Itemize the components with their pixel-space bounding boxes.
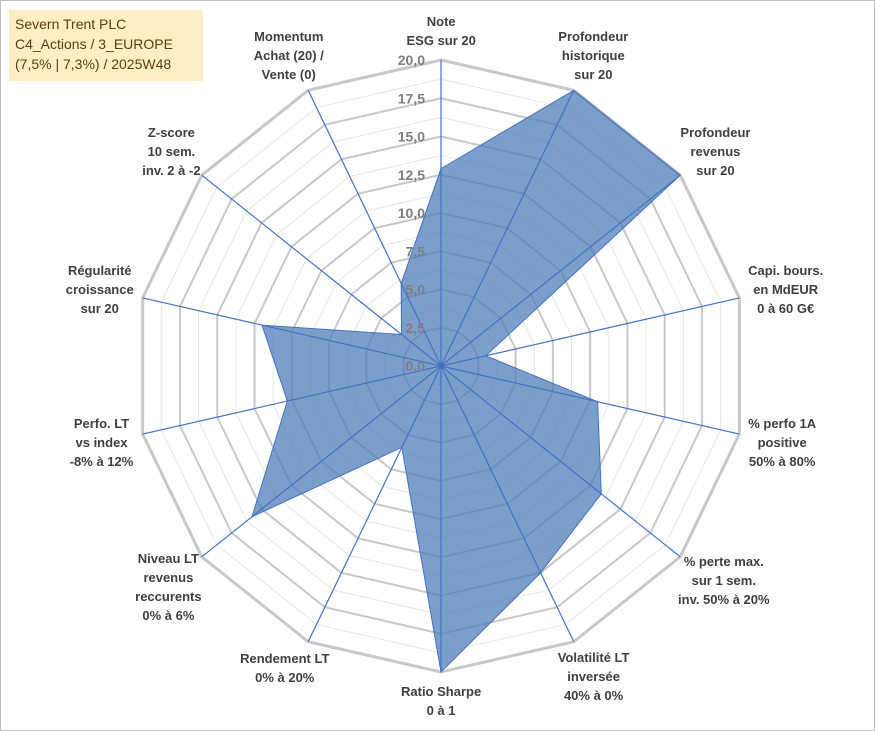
axis-label-line: en MdEUR: [753, 281, 819, 297]
axis-label-line: vs index: [75, 435, 128, 451]
axis-label-line: croissance: [65, 281, 134, 297]
axis-label: Momentum Achat (20) / Vente (0): [254, 27, 324, 84]
axis-label-line: Ratio Sharpe: [401, 684, 482, 699]
axis-label: Perfo. LT vs index -8% à 12%: [70, 414, 134, 471]
tick-label: 12,5: [398, 167, 425, 183]
axis-label-line: Z-score: [147, 124, 195, 140]
axis-label: Volatilité LT inversée 40% à 0%: [558, 648, 630, 705]
tick-label: 2,5: [406, 320, 426, 336]
axis-spoke: [440, 365, 575, 642]
tick-label: 20,0: [398, 52, 425, 68]
axis-label-line: Note: [426, 14, 456, 29]
axis-spokes: [142, 60, 740, 672]
axis-label: Profondeur historique sur 20: [558, 27, 628, 84]
tick-label: 7,5: [406, 243, 426, 259]
axis-label-line: 50% à 80%: [748, 454, 816, 470]
axis-spoke: [142, 365, 442, 435]
axis-label-line: 0 à 60 G€: [757, 300, 815, 316]
axis-label: Ratio Sharpe 0 à 1: [401, 682, 481, 720]
info-line-category: C4_Actions / 3_EUROPE: [15, 36, 173, 52]
axis-spoke: [201, 365, 442, 558]
axis-label-line: Vente (0): [261, 67, 316, 83]
axis-label-line: Capi. bours.: [748, 262, 824, 278]
axis-label: Capi. bours. en MdEUR 0 à 60 G€: [748, 261, 823, 318]
axis-label: Note ESG sur 20: [407, 12, 476, 50]
tick-label: 0,0: [406, 358, 426, 374]
axis-label-line: inv. 2 à -2: [142, 162, 201, 178]
axis-label: Profondeur revenus sur 20: [680, 123, 750, 180]
tick-labels: 0,0 2,5 5,0 7,5 10,0 12,5 15,0 17,5 20,0: [398, 52, 425, 374]
axis-label-line: ESG sur 20: [406, 33, 476, 48]
axis-label-line: Volatilité LT: [557, 649, 630, 665]
axis-spoke: [201, 174, 442, 367]
axis-label-line: inversée: [567, 668, 620, 684]
tick-label: 17,5: [398, 90, 425, 106]
axis-spoke: [440, 90, 575, 367]
axis-spoke: [307, 365, 442, 642]
info-box: Severn Trent PLC C4_Actions / 3_EUROPE (…: [9, 10, 203, 81]
axis-label: % perte max. sur 1 sem. inv. 50% à 20%: [678, 552, 770, 609]
tick-label: 10,0: [398, 205, 425, 221]
axis-spoke: [440, 365, 681, 558]
axis-label-line: Régularité: [67, 262, 132, 278]
info-line-company: Severn Trent PLC: [15, 16, 127, 32]
axis-label-line: Momentum: [254, 29, 324, 45]
axis-label: Z-score 10 sem. inv. 2 à -2: [142, 123, 200, 180]
axis-spoke: [440, 365, 740, 435]
axis-spoke: [440, 297, 740, 367]
axis-label-line: Perfo. LT: [73, 416, 130, 432]
axis-label-line: 40% à 0%: [563, 687, 624, 703]
axis-label-line: Profondeur: [558, 29, 629, 45]
axis-label-line: sur 1 sem.: [691, 573, 756, 589]
axis-label-line: positive: [757, 435, 807, 451]
axis-label-line: sur 20: [574, 67, 613, 83]
axis-label-line: sur 20: [80, 300, 119, 316]
axis-label-line: historique: [561, 48, 625, 64]
axis-label-line: 0% à 6%: [142, 607, 195, 623]
axis-label-line: Niveau LT: [137, 550, 199, 566]
axis-label-line: inv. 50% à 20%: [678, 592, 770, 608]
tick-label: 5,0: [406, 282, 426, 298]
axis-label-line: Profondeur: [680, 124, 751, 140]
axis-label-line: reccurents: [135, 588, 202, 604]
axis-spoke: [142, 297, 442, 367]
axis-label-line: % perte max.: [683, 554, 764, 570]
axis-spoke: [440, 174, 681, 367]
axis-label-line: -8% à 12%: [69, 454, 134, 470]
axis-label-line: revenus: [690, 143, 741, 159]
axis-label-line: % perfo 1A: [748, 416, 817, 432]
tick-label: 15,0: [398, 129, 425, 145]
axis-label-line: sur 20: [696, 162, 735, 178]
axis-label-line: Rendement LT: [240, 650, 330, 666]
axis-label-line: 0 à 1: [426, 703, 456, 718]
axis-label-line: 0% à 20%: [255, 669, 315, 685]
axis-label-line: revenus: [143, 569, 194, 585]
axis-label: Niveau LT revenus reccurents 0% à 6%: [135, 549, 201, 625]
axis-label: % perfo 1A positive 50% à 80%: [748, 414, 816, 471]
data-area: [251, 89, 682, 674]
axis-label: Rendement LT 0% à 20%: [240, 649, 329, 687]
info-line-week: (7,5% | 7,3%) / 2025W48: [15, 56, 172, 72]
axis-label: Régularité croissance sur 20: [66, 261, 134, 318]
axis-spoke: [307, 90, 442, 367]
axis-label-line: 10 sem.: [147, 143, 196, 159]
axis-label-line: Achat (20) /: [253, 48, 324, 64]
